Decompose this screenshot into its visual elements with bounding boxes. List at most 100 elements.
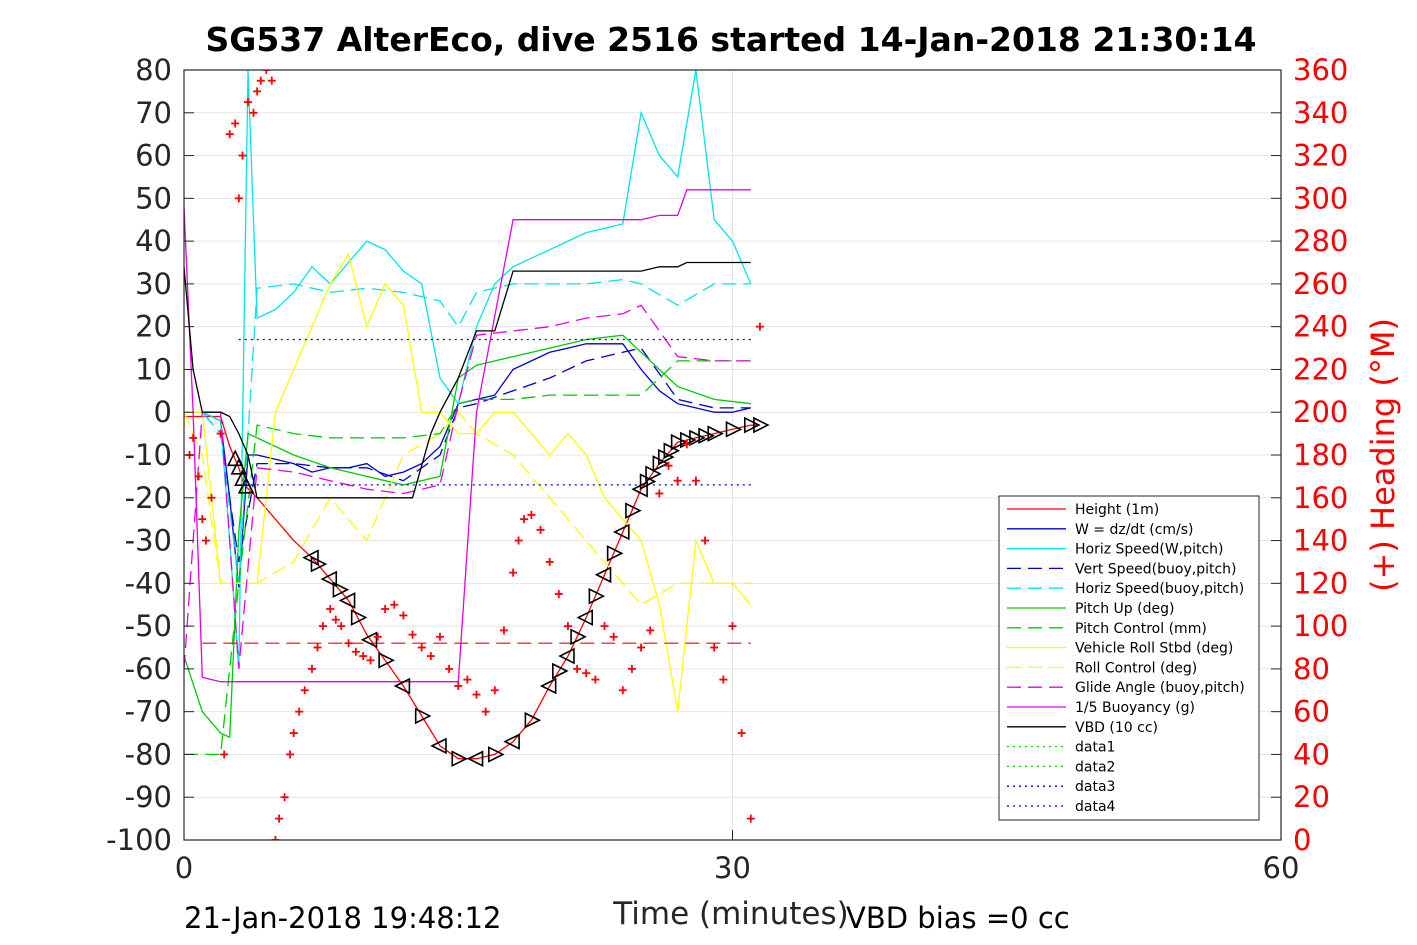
heading-point [719, 675, 728, 684]
y-axis-left-labels: 80 70 60 50 40 30 20 10 0 -10 -20 -30 -40 -50 -60 -70 -8… [106, 53, 172, 857]
heading-point [351, 647, 360, 656]
tick-label-right: 140 [1293, 524, 1348, 558]
legend-entry: Vert Speed(buoy,pitch) [1007, 561, 1237, 577]
legend-entry: Roll Control (deg) [1007, 660, 1197, 676]
legend-label: Vert Speed(buoy,pitch) [1075, 561, 1237, 577]
heading-point [545, 557, 554, 566]
depth-marker [332, 581, 350, 599]
legend-label: Glide Angle (buoy,pitch) [1075, 680, 1245, 696]
tick-label-right: 320 [1293, 139, 1348, 173]
heading-point [189, 433, 198, 442]
tick-label-right: 60 [1293, 695, 1330, 729]
heading-point [463, 675, 472, 684]
legend-entry: Pitch Control (mm) [1007, 621, 1207, 637]
plot-area [183, 69, 1282, 841]
heading-point [481, 707, 490, 716]
heading-point [454, 682, 463, 690]
heading-point [359, 652, 368, 661]
tick-label-right: 300 [1293, 181, 1348, 215]
heading-point [201, 536, 210, 545]
series-line [184, 304, 751, 669]
legend-label: VBD (10 cc) [1075, 720, 1158, 736]
heading-point [664, 461, 673, 470]
heading-point [337, 622, 346, 631]
legend-label: data3 [1075, 779, 1115, 795]
heading-point [220, 750, 229, 759]
heading-point [331, 615, 340, 624]
heading-point [267, 76, 276, 85]
depth-marker [753, 416, 770, 434]
depth-marker [639, 473, 657, 490]
y-axis-right-title: (+) Heading (°M) [1364, 318, 1402, 592]
heading-point [313, 643, 322, 652]
series-line [184, 261, 751, 499]
tick-label-left: -50 [125, 609, 172, 643]
heading-point [286, 750, 295, 759]
depth-marker [338, 592, 356, 609]
tick-label-left: 30 [135, 267, 172, 301]
heading-point [262, 70, 271, 74]
tick-label-left: 20 [135, 310, 172, 344]
tick-label-left: -40 [125, 566, 172, 600]
heading-point [256, 76, 265, 85]
heading-point [326, 605, 335, 613]
series-line [184, 70, 752, 669]
x-axis-title: Time (minutes) [612, 896, 848, 932]
series-line [184, 334, 751, 739]
heading-point [445, 664, 454, 673]
tick-label-left: -30 [125, 524, 172, 558]
legend-box [998, 495, 1260, 821]
heading-point [243, 98, 252, 107]
legend-label: data2 [1075, 759, 1115, 775]
legend-entry: Pitch Up (deg) [1007, 601, 1174, 617]
tick-label-left: 80 [135, 53, 172, 87]
depth-marker [613, 523, 630, 541]
tick-label-right: 120 [1293, 566, 1348, 600]
heading-point [249, 108, 258, 117]
depth-markers [226, 416, 770, 768]
heading-point [289, 729, 298, 738]
heading-point [194, 472, 203, 481]
depth-marker [451, 750, 469, 768]
heading-point [563, 622, 572, 631]
depth-marker [625, 502, 642, 519]
heading-point [271, 836, 280, 840]
depth-marker [414, 707, 432, 725]
legend-entry: data2 [1007, 759, 1115, 775]
tick-label-left: 10 [135, 352, 172, 386]
depth-marker [552, 662, 569, 680]
tick-label-left: -70 [125, 695, 172, 729]
heading-point [280, 793, 289, 802]
heading-point [554, 590, 563, 599]
heading-point [490, 686, 499, 695]
heading-point [536, 525, 545, 534]
heading-point [381, 605, 390, 613]
tick-label-left: -90 [125, 780, 172, 814]
heading-point [408, 630, 417, 639]
legend-entry: Horiz Speed(W,pitch) [1007, 542, 1223, 558]
tick-label-right: 260 [1293, 267, 1348, 301]
legend-entry: data3 [1007, 779, 1115, 795]
heading-point [238, 151, 247, 160]
heading-point [390, 600, 399, 609]
depth-marker [558, 647, 575, 665]
tick-label-left: 50 [135, 181, 172, 215]
heading-point [746, 814, 755, 823]
heading-point [307, 664, 316, 673]
series-line [184, 278, 751, 584]
legend-label: Roll Control (deg) [1075, 660, 1197, 676]
depth-marker [698, 427, 715, 445]
legend-label: data4 [1075, 799, 1116, 815]
depth-marker [576, 609, 594, 626]
heading-point [234, 194, 243, 203]
depth-marker [230, 458, 248, 475]
tick-label-right: 100 [1293, 609, 1348, 643]
series-line [184, 189, 751, 683]
heading-point [399, 611, 408, 620]
depth-marker [488, 746, 505, 763]
heading-point [435, 632, 444, 641]
series-line [184, 347, 751, 563]
depth-marker [310, 555, 328, 573]
depth-marker [588, 587, 606, 605]
